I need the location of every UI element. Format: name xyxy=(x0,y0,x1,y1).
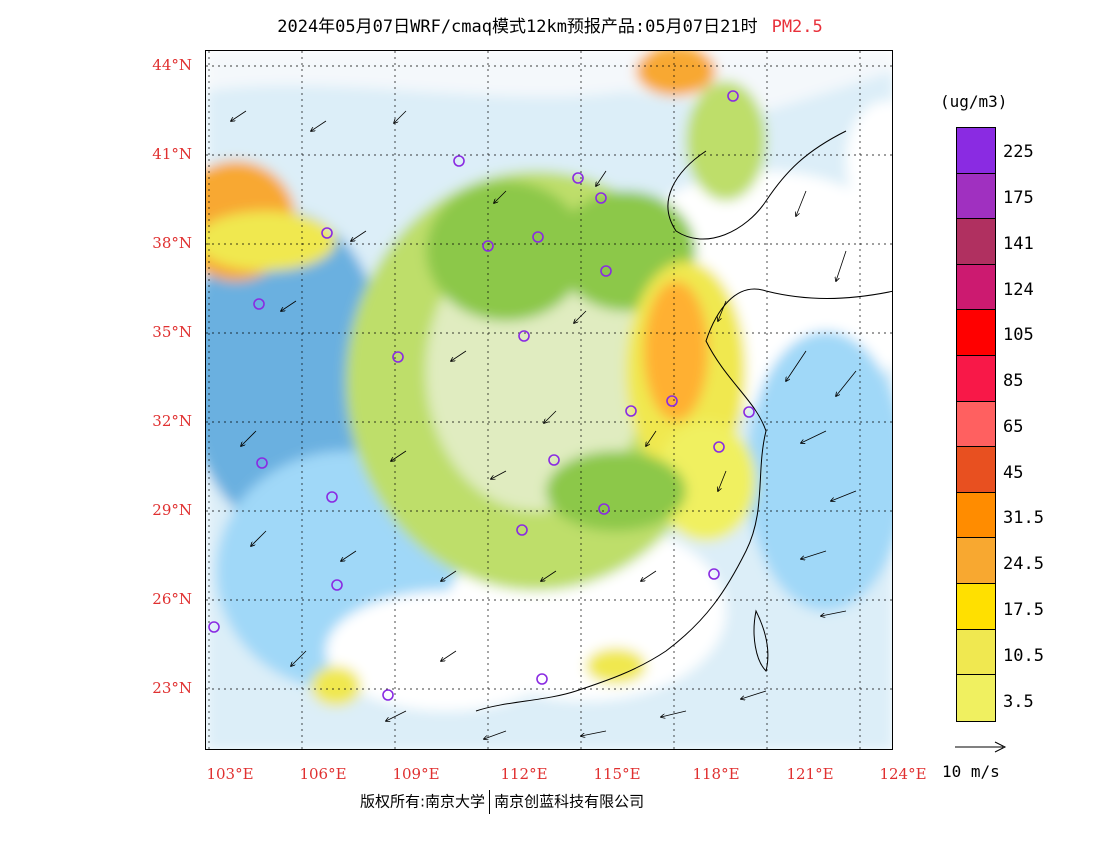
legend-band xyxy=(957,128,995,174)
legend-label-85: 85 xyxy=(1003,371,1024,391)
lon-label-112e: 112°E xyxy=(500,765,548,783)
legend-label-105: 105 xyxy=(1003,325,1034,345)
lat-label-41n: 41°N xyxy=(152,145,192,163)
concentration-field xyxy=(206,51,892,749)
lat-label-35n: 35°N xyxy=(152,323,192,341)
legend-band xyxy=(957,264,995,311)
legend-label-45: 45 xyxy=(1003,463,1024,483)
wind-vectors xyxy=(231,110,857,739)
legend-band xyxy=(957,629,995,676)
title-text: 2024年05月07日WRF/cmaq模式12km预报产品:05月07日21时 xyxy=(277,17,758,37)
legend-label-141: 141 xyxy=(1003,234,1034,254)
lat-label-44n: 44°N xyxy=(152,56,192,74)
lat-label-29n: 29°N xyxy=(152,501,192,519)
lon-label-118e: 118°E xyxy=(692,765,740,783)
legend-label-225: 225 xyxy=(1003,142,1034,162)
lon-label-121e: 121°E xyxy=(786,765,834,783)
lon-label-115e: 115°E xyxy=(593,765,641,783)
legend-band xyxy=(957,492,995,539)
legend-label-10-5: 10.5 xyxy=(1003,646,1044,666)
lon-label-103e: 103°E xyxy=(206,765,254,783)
city-markers xyxy=(208,90,755,701)
legend-band xyxy=(957,310,995,357)
legend-band xyxy=(957,675,995,721)
legend-band xyxy=(957,538,995,585)
legend-label-175: 175 xyxy=(1003,188,1034,208)
lat-label-38n: 38°N xyxy=(152,234,192,252)
title-pollutant-tag: PM2.5 xyxy=(771,17,823,37)
reference-vector-label: 10 m/s xyxy=(942,762,1000,781)
legend-label-24-5: 24.5 xyxy=(1003,554,1044,574)
legend-label-65: 65 xyxy=(1003,417,1024,437)
coastline xyxy=(475,130,892,712)
legend-band xyxy=(957,219,995,265)
legend-band xyxy=(957,356,995,402)
lon-label-124e: 124°E xyxy=(879,765,927,783)
chart-title: 2024年05月07日WRF/cmaq模式12km预报产品:05月07日21时 P… xyxy=(0,12,1100,37)
lon-label-106e: 106°E xyxy=(299,765,347,783)
reference-vector-arrow xyxy=(955,741,1007,753)
legend-colorbar xyxy=(956,127,996,722)
concentration-map xyxy=(206,51,892,749)
legend-label-3-5: 3.5 xyxy=(1003,692,1034,712)
grid-lines xyxy=(206,51,892,749)
map-frame xyxy=(205,50,893,750)
lat-label-23n: 23°N xyxy=(152,679,192,697)
credit-company: 南京创蓝科技有限公司 xyxy=(494,792,645,811)
legend-band xyxy=(957,401,995,448)
legend-band xyxy=(957,584,995,630)
legend-label-17-5: 17.5 xyxy=(1003,600,1044,620)
credit-separator xyxy=(489,790,491,814)
legend-band xyxy=(957,173,995,220)
lat-label-26n: 26°N xyxy=(152,590,192,608)
lat-label-32n: 32°N xyxy=(152,412,192,430)
legend-band xyxy=(957,447,995,493)
copyright-credit: 版权所有:南京大学 南京创蓝科技有限公司 xyxy=(360,790,644,814)
legend-unit: (ug/m3) xyxy=(940,92,1008,111)
lon-label-109e: 109°E xyxy=(392,765,440,783)
credit-university: 版权所有:南京大学 xyxy=(360,792,486,811)
legend-label-31-5: 31.5 xyxy=(1003,508,1044,528)
legend-label-124: 124 xyxy=(1003,280,1034,300)
